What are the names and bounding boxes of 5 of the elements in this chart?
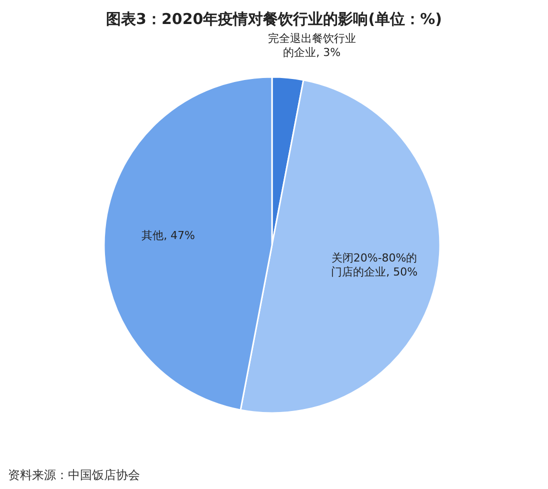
slice-label: 完全退出餐饮行业的企业, 3%: [268, 32, 356, 59]
slice-label: 关闭20%-80%的门店的企业, 50%: [331, 252, 418, 279]
chart-title: 图表3：2020年疫情对餐饮行业的影响(单位：%): [106, 10, 442, 28]
text: 资料来源：中国饭店协会: [8, 468, 140, 482]
slice-label: 其他, 47%: [142, 229, 196, 242]
